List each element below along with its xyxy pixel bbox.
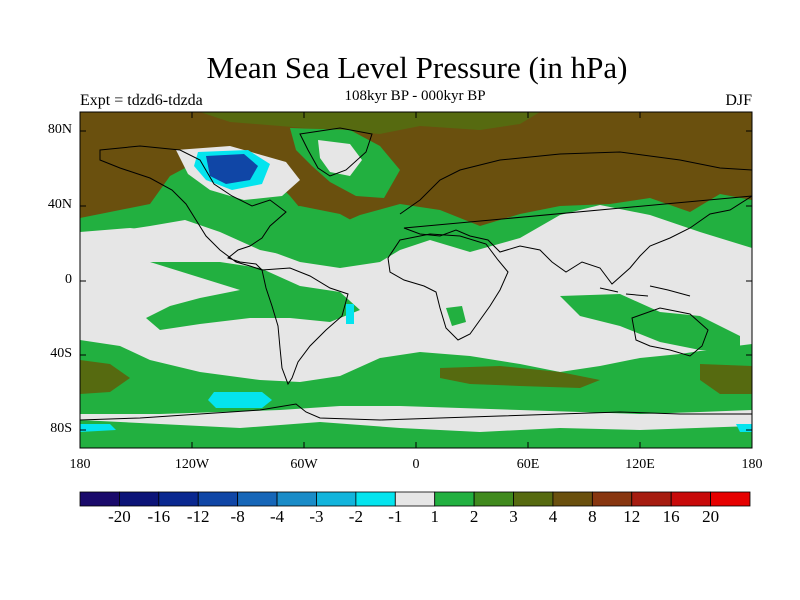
- field-cyan-south-america: [346, 304, 354, 324]
- lon-tick-180w: 180: [69, 457, 91, 472]
- field-cyan-antarctic-west: [80, 424, 116, 432]
- chart-title: Mean Sea Level Pressure (in hPa): [206, 50, 628, 85]
- lat-tick-40n: 40N: [47, 197, 72, 212]
- colorbar-box: [237, 491, 278, 507]
- colorbar-box: [670, 491, 711, 507]
- colorbar-label: 12: [623, 507, 641, 526]
- lon-tick-120e: 120E: [625, 457, 655, 472]
- colorbar-label: 1: [430, 507, 439, 526]
- field-olive-arctic: [200, 112, 540, 134]
- lat-tick-0: 0: [65, 272, 72, 287]
- colorbar-box: [355, 491, 396, 507]
- coast-australia: [631, 307, 709, 357]
- field-green-indian: [560, 294, 740, 350]
- lon-tick-60w: 60W: [290, 457, 318, 472]
- colorbar-box: [631, 491, 672, 507]
- colorbar-box: [119, 491, 160, 507]
- field-white-greenland: [318, 140, 362, 176]
- field-blue-hudson: [206, 154, 258, 184]
- coast-south-america: [261, 267, 349, 386]
- coast-africa: [387, 233, 509, 341]
- colorbar-label: -16: [147, 507, 171, 526]
- field-white-pacific: [80, 228, 196, 262]
- colorbar-label: 2: [469, 507, 479, 526]
- colorbar-box: [316, 491, 357, 507]
- colorbar-label: 3: [509, 507, 518, 526]
- field-brown-north: [80, 112, 752, 228]
- coastlines: [80, 127, 752, 421]
- colorbar-box: [473, 491, 514, 507]
- coast-eurasia: [399, 151, 752, 285]
- colorbar-label: -4: [269, 507, 285, 526]
- field-green-africa: [446, 306, 466, 326]
- colorbar-label: -12: [186, 507, 210, 526]
- experiment-label: Expt = tdzd6-tdzda: [80, 92, 203, 109]
- field-green-antarctic: [80, 420, 752, 448]
- colorbar-box: [394, 491, 436, 507]
- field-olive-south-pacific-west: [80, 360, 130, 394]
- field-olive-south-indian: [440, 366, 600, 388]
- lon-tick-120w: 120W: [174, 457, 210, 472]
- colorbar-box: [591, 491, 633, 507]
- season-label: DJF: [725, 92, 752, 109]
- colorbar-label: -3: [309, 507, 324, 526]
- lon-tick-180e: 180: [741, 457, 763, 472]
- coast-antarctica: [80, 403, 752, 421]
- colorbar-label: 4: [548, 507, 558, 526]
- map-field: [80, 112, 752, 448]
- colorbar-label: 8: [588, 507, 597, 526]
- coast-greenland: [299, 127, 373, 177]
- colorbar-label: -20: [108, 507, 131, 526]
- field-olive-south-pacific-east: [700, 364, 752, 394]
- colorbar-box: [710, 491, 751, 507]
- colorbar-label: -8: [230, 507, 245, 526]
- lon-tick-0: 0: [412, 457, 420, 472]
- colorbar-label: 16: [662, 507, 680, 526]
- colorbar-box: [434, 491, 475, 507]
- colorbar-label: 20: [702, 507, 720, 526]
- lon-tick-60e: 60E: [516, 457, 540, 472]
- field-cyan-south-pacific: [208, 392, 272, 408]
- colorbar-box: [552, 491, 593, 507]
- colorbar-box: [158, 491, 199, 507]
- colorbar-box: [276, 491, 317, 507]
- lat-tick-80s: 80S: [50, 421, 72, 436]
- colorbar-box: [513, 491, 554, 507]
- chart-subtitle: 108kyr BP - 000kyr BP: [344, 88, 486, 104]
- coast-indonesia: [599, 285, 691, 297]
- colorbar: [79, 491, 751, 507]
- axis-ticks: [80, 112, 752, 448]
- field-green-tropics-west: [146, 262, 360, 330]
- lat-tick-80n: 80N: [47, 122, 72, 137]
- colorbar-label: -2: [348, 507, 363, 526]
- lat-tick-40s: 40S: [50, 346, 72, 361]
- coast-north-america: [99, 145, 287, 271]
- colorbar-label: -1: [388, 507, 403, 526]
- colorbar-box: [79, 491, 120, 507]
- colorbar-box: [197, 491, 239, 507]
